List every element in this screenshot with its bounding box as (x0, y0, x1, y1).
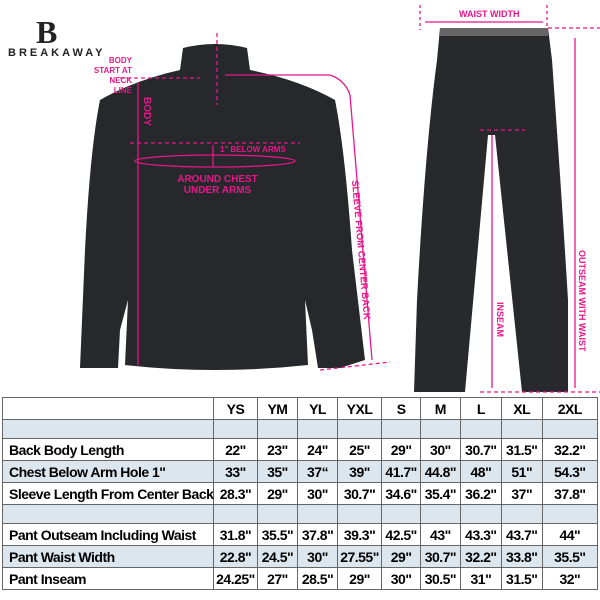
measurement-cell: 32.2" (541, 438, 599, 461)
measurement-cell: 29" (256, 482, 299, 505)
table-row: Sleeve Length From Center Back 28.3" 29" 30… (1, 482, 599, 505)
row-label: Chest Below Arm Hole 1" (1, 460, 215, 483)
measurement-cell: 31.5" (500, 438, 543, 461)
table-row: Chest Below Arm Hole 1" 33" 35" 37“ 39" 41.7"… (1, 460, 599, 483)
measurement-cell: 35" (256, 460, 299, 483)
pant-rows: Pant Outseam Including Waist 31.8" 35.5" 37… (1, 523, 599, 590)
size-header: S (381, 397, 421, 420)
row-label: Sleeve Length From Center Back (1, 482, 215, 505)
spacer-row (1, 419, 599, 439)
chest-line1: AROUND CHEST (177, 174, 258, 185)
measurement-cell: 30.7" (419, 545, 461, 568)
measurement-cell: 27" (256, 567, 299, 590)
measurement-cell: 35.5" (541, 545, 599, 568)
size-header: YS (213, 397, 258, 420)
measurement-cell: 48" (459, 460, 502, 483)
measurement-cell: 28.3" (213, 482, 258, 505)
body-start-line2: START AT (93, 66, 132, 75)
size-chart-table: YS YM YL YXL S M L XL 2XL Back Body Leng… (1, 397, 599, 590)
table-row: Pant Waist Width 22.8" 24.5" 30" 27.55" 29" 30… (1, 545, 599, 568)
size-header: YXL (336, 397, 383, 420)
measurement-cell: 24" (297, 438, 338, 461)
measurement-cell: 30" (297, 545, 338, 568)
table-row: Pant Inseam 24.25" 27" 28.5" 29" 30" 30.5" 31" 3… (1, 567, 599, 590)
below-arms-label: 1" BELOW ARMS (220, 145, 286, 154)
size-header-row: YS YM YL YXL S M L XL 2XL (1, 397, 599, 420)
row-label: Back Body Length (1, 438, 215, 461)
measurement-cell: 43.7" (500, 523, 543, 546)
body-start-line3: NECK LINE (109, 76, 132, 95)
measurement-cell: 44" (541, 523, 599, 546)
inseam-label: INSEAM (495, 302, 505, 338)
measurement-cell: 28.5" (297, 567, 338, 590)
row-label: Pant Waist Width (1, 545, 215, 568)
size-header: M (419, 397, 461, 420)
measurement-cell: 34.6" (381, 482, 421, 505)
measurement-cell: 44.8" (419, 460, 461, 483)
measurement-cell: 22.8" (213, 545, 258, 568)
measurement-cell: 23" (256, 438, 299, 461)
measurement-cell: 32" (541, 567, 599, 590)
size-header: L (459, 397, 502, 420)
measurement-cell: 37.8" (297, 523, 338, 546)
pants-image (414, 28, 568, 392)
measurement-cell: 39.3" (336, 523, 383, 546)
measurement-cell: 54.3" (541, 460, 599, 483)
measurement-cell: 27.55" (336, 545, 383, 568)
brand-name: BREAKAWAY (8, 47, 106, 59)
row-label: Pant Outseam Including Waist (1, 523, 215, 546)
measurement-cell: 24.25" (213, 567, 258, 590)
table-row: Pant Outseam Including Waist 31.8" 35.5" 37… (1, 523, 599, 546)
measurement-cell: 31.8" (213, 523, 258, 546)
size-header: YL (297, 397, 338, 420)
measurement-cell: 30" (381, 567, 421, 590)
measurement-cell: 30" (297, 482, 338, 505)
measurement-cell: 29" (336, 567, 383, 590)
measurement-cell: 35.5" (256, 523, 299, 546)
measurement-cell: 37" (500, 482, 543, 505)
chest-label: AROUND CHEST UNDER ARMS (170, 174, 265, 196)
measurement-cell: 37“ (297, 460, 338, 483)
measurement-cell: 43.3" (459, 523, 502, 546)
body-start-label: BODY START AT NECK LINE (90, 56, 132, 96)
measurement-cell: 32.2" (459, 545, 502, 568)
measurement-cell: 41.7" (381, 460, 421, 483)
measurement-cell: 30.7" (336, 482, 383, 505)
chest-line2: UNDER ARMS (183, 185, 252, 196)
outseam-label: OUTSEAM WITH WAIST (577, 250, 587, 352)
measurement-cell: 30.7" (459, 438, 502, 461)
measurement-cell: 33" (213, 460, 258, 483)
measurement-cell: 42.5" (381, 523, 421, 546)
measurement-cell: 36.2" (459, 482, 502, 505)
measurement-cell: 30.5" (419, 567, 461, 590)
size-header: 2XL (541, 397, 599, 420)
table-row: Back Body Length 22" 23" 24" 25" 29" 30" 30.7" 3… (1, 438, 599, 461)
empty-header-cell (1, 397, 215, 420)
measurement-cell: 22" (213, 438, 258, 461)
measurement-cell: 29" (381, 545, 421, 568)
body-label: BODY (141, 97, 152, 126)
measurement-cell: 39" (336, 460, 383, 483)
garment-illustration (80, 5, 600, 393)
size-header: XL (500, 397, 543, 420)
body-start-line1: BODY (108, 56, 132, 65)
breakaway-logo-mark: B (36, 14, 58, 50)
measurement-cell: 30" (419, 438, 461, 461)
size-header: YM (256, 397, 299, 420)
measurement-cell: 33.8" (500, 545, 543, 568)
spacer-row (1, 504, 599, 524)
measurement-cell: 51" (500, 460, 543, 483)
measurement-cell: 37.8" (541, 482, 599, 505)
measurement-cell: 31" (459, 567, 502, 590)
measurement-cell: 31.5" (500, 567, 543, 590)
jacket-image (80, 44, 365, 370)
measurement-cell: 24.5" (256, 545, 299, 568)
measurement-cell: 35.4" (419, 482, 461, 505)
measurement-cell: 29" (381, 438, 421, 461)
row-label: Pant Inseam (1, 567, 215, 590)
waist-width-label: WAIST WIDTH (459, 9, 520, 19)
measurement-cell: 25" (336, 438, 383, 461)
jacket-rows: Back Body Length 22" 23" 24" 25" 29" 30" 30.7" 3… (1, 438, 599, 505)
measurement-cell: 43" (419, 523, 461, 546)
